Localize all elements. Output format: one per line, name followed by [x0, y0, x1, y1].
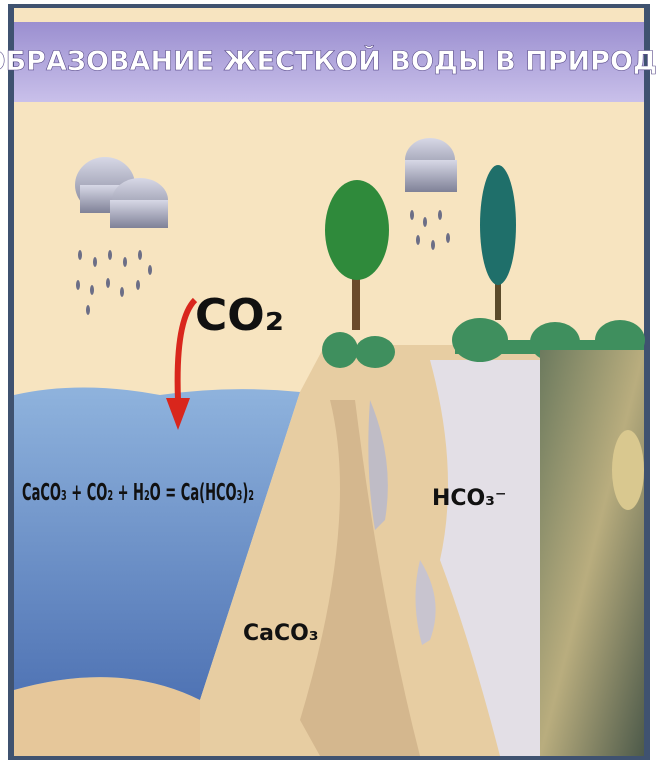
- stalagmite: [612, 430, 644, 510]
- cloud-right: [405, 138, 457, 192]
- cave-photo: [540, 350, 644, 756]
- tree-crown: [325, 180, 389, 280]
- reaction-formula: CaCO₃ + CO₂ + H₂O = Ca(HCO₃)₂: [22, 480, 254, 506]
- co2-label: CO₂: [195, 290, 284, 341]
- title: ОБРАЗОВАНИЕ ЖЕСТКОЙ ВОДЫ В ПРИРОДЕ: [0, 45, 658, 77]
- hard-water-diagram: ОБРАЗОВАНИЕ ЖЕСТКОЙ ВОДЫ В ПРИРОДЕ: [0, 0, 658, 760]
- limestone-label: CaCO₃: [243, 621, 318, 646]
- bicarbonate-label: HCO₃⁻: [432, 486, 507, 511]
- lake-bed: [14, 677, 200, 756]
- tree-crown: [480, 165, 516, 285]
